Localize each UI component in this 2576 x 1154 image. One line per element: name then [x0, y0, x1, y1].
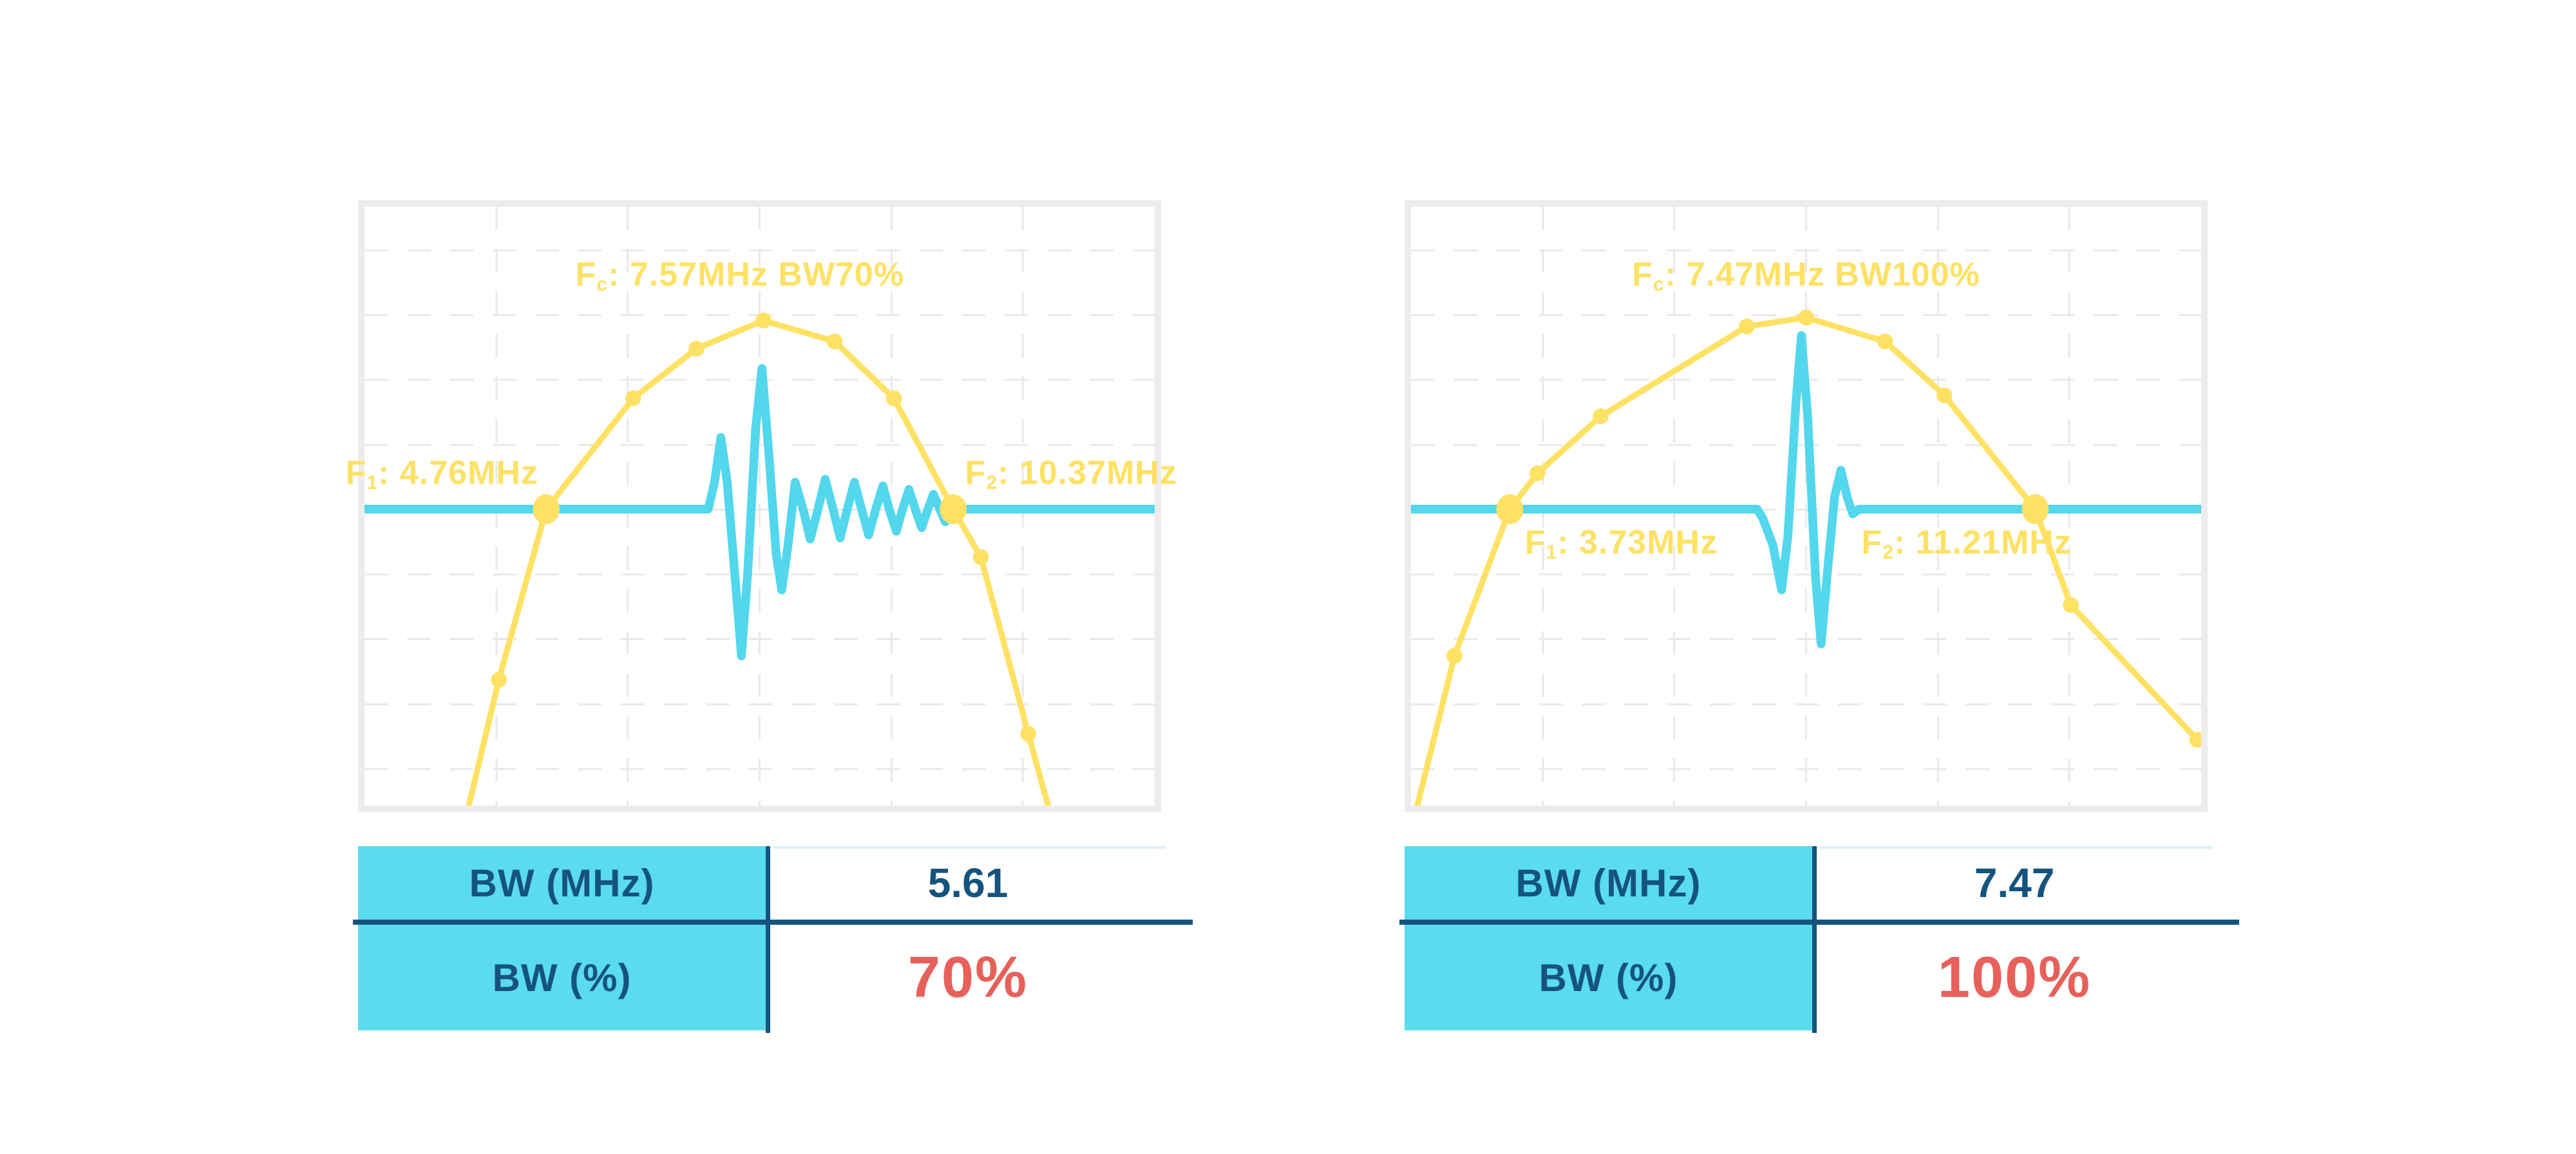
table-row-label: BW (MHz): [1515, 861, 1701, 905]
row-divider: [1399, 920, 2239, 925]
table-header-column: [1405, 846, 1812, 1030]
column-divider: [766, 846, 770, 1033]
chart-left-f2-label: F2: 10.37MHz: [965, 454, 1177, 494]
chart-left-plot-area: [365, 207, 1155, 806]
table-row-value: 100%: [1937, 945, 2092, 1010]
table-row-label: BW (%): [1539, 956, 1678, 999]
chart-left-center-frequency-label: Fc: 7.57MHz BW70%: [575, 256, 905, 296]
column-divider: [1812, 846, 1817, 1033]
bandwidth-table-left: BW (MHz) 5.61 BW (%) 70%: [353, 846, 1193, 1033]
spectrum-line: [466, 317, 1051, 806]
table-row-value: 7.47: [1974, 860, 2055, 906]
chart-right-f1-label: F1: 3.73MHz: [1524, 523, 1718, 563]
table-row-label: BW (MHz): [469, 861, 655, 905]
row-divider: [353, 920, 1193, 925]
pulse-line: [365, 364, 1155, 661]
chart-right-f2-label: F2: 11.21MHz: [1861, 523, 2072, 563]
table-row-label: BW (%): [492, 956, 632, 999]
spectrum-markers: [1446, 309, 2201, 748]
table-row-value: 70%: [907, 945, 1028, 1010]
pulse-line: [1411, 331, 2201, 648]
chart-right-center-frequency-label: Fc: 7.47MHz BW100%: [1632, 256, 1980, 296]
table-header-column: [358, 846, 766, 1030]
table-row-value: 5.61: [927, 860, 1009, 906]
bandwidth-table-right: BW (MHz) 7.47 BW (%) 100%: [1399, 846, 2239, 1033]
spectrum-line: [1414, 314, 2201, 806]
chart-right-100pct-bandwidth: Fc: 7.47MHz BW100% F1: 3.73MHz F2: 11.21…: [1405, 200, 2208, 812]
value-column-top-border: [773, 846, 1166, 849]
chart-left-f1-label: F1: 4.76MHz: [345, 454, 538, 494]
value-column-top-border: [1820, 846, 2212, 849]
chart-left-70pct-bandwidth: Fc: 7.57MHz BW70% F1: 4.76MHz F2: 10.37M…: [346, 200, 1177, 812]
spectrum-markers: [491, 312, 1036, 742]
chart-right-plot-area: [1411, 207, 2201, 806]
